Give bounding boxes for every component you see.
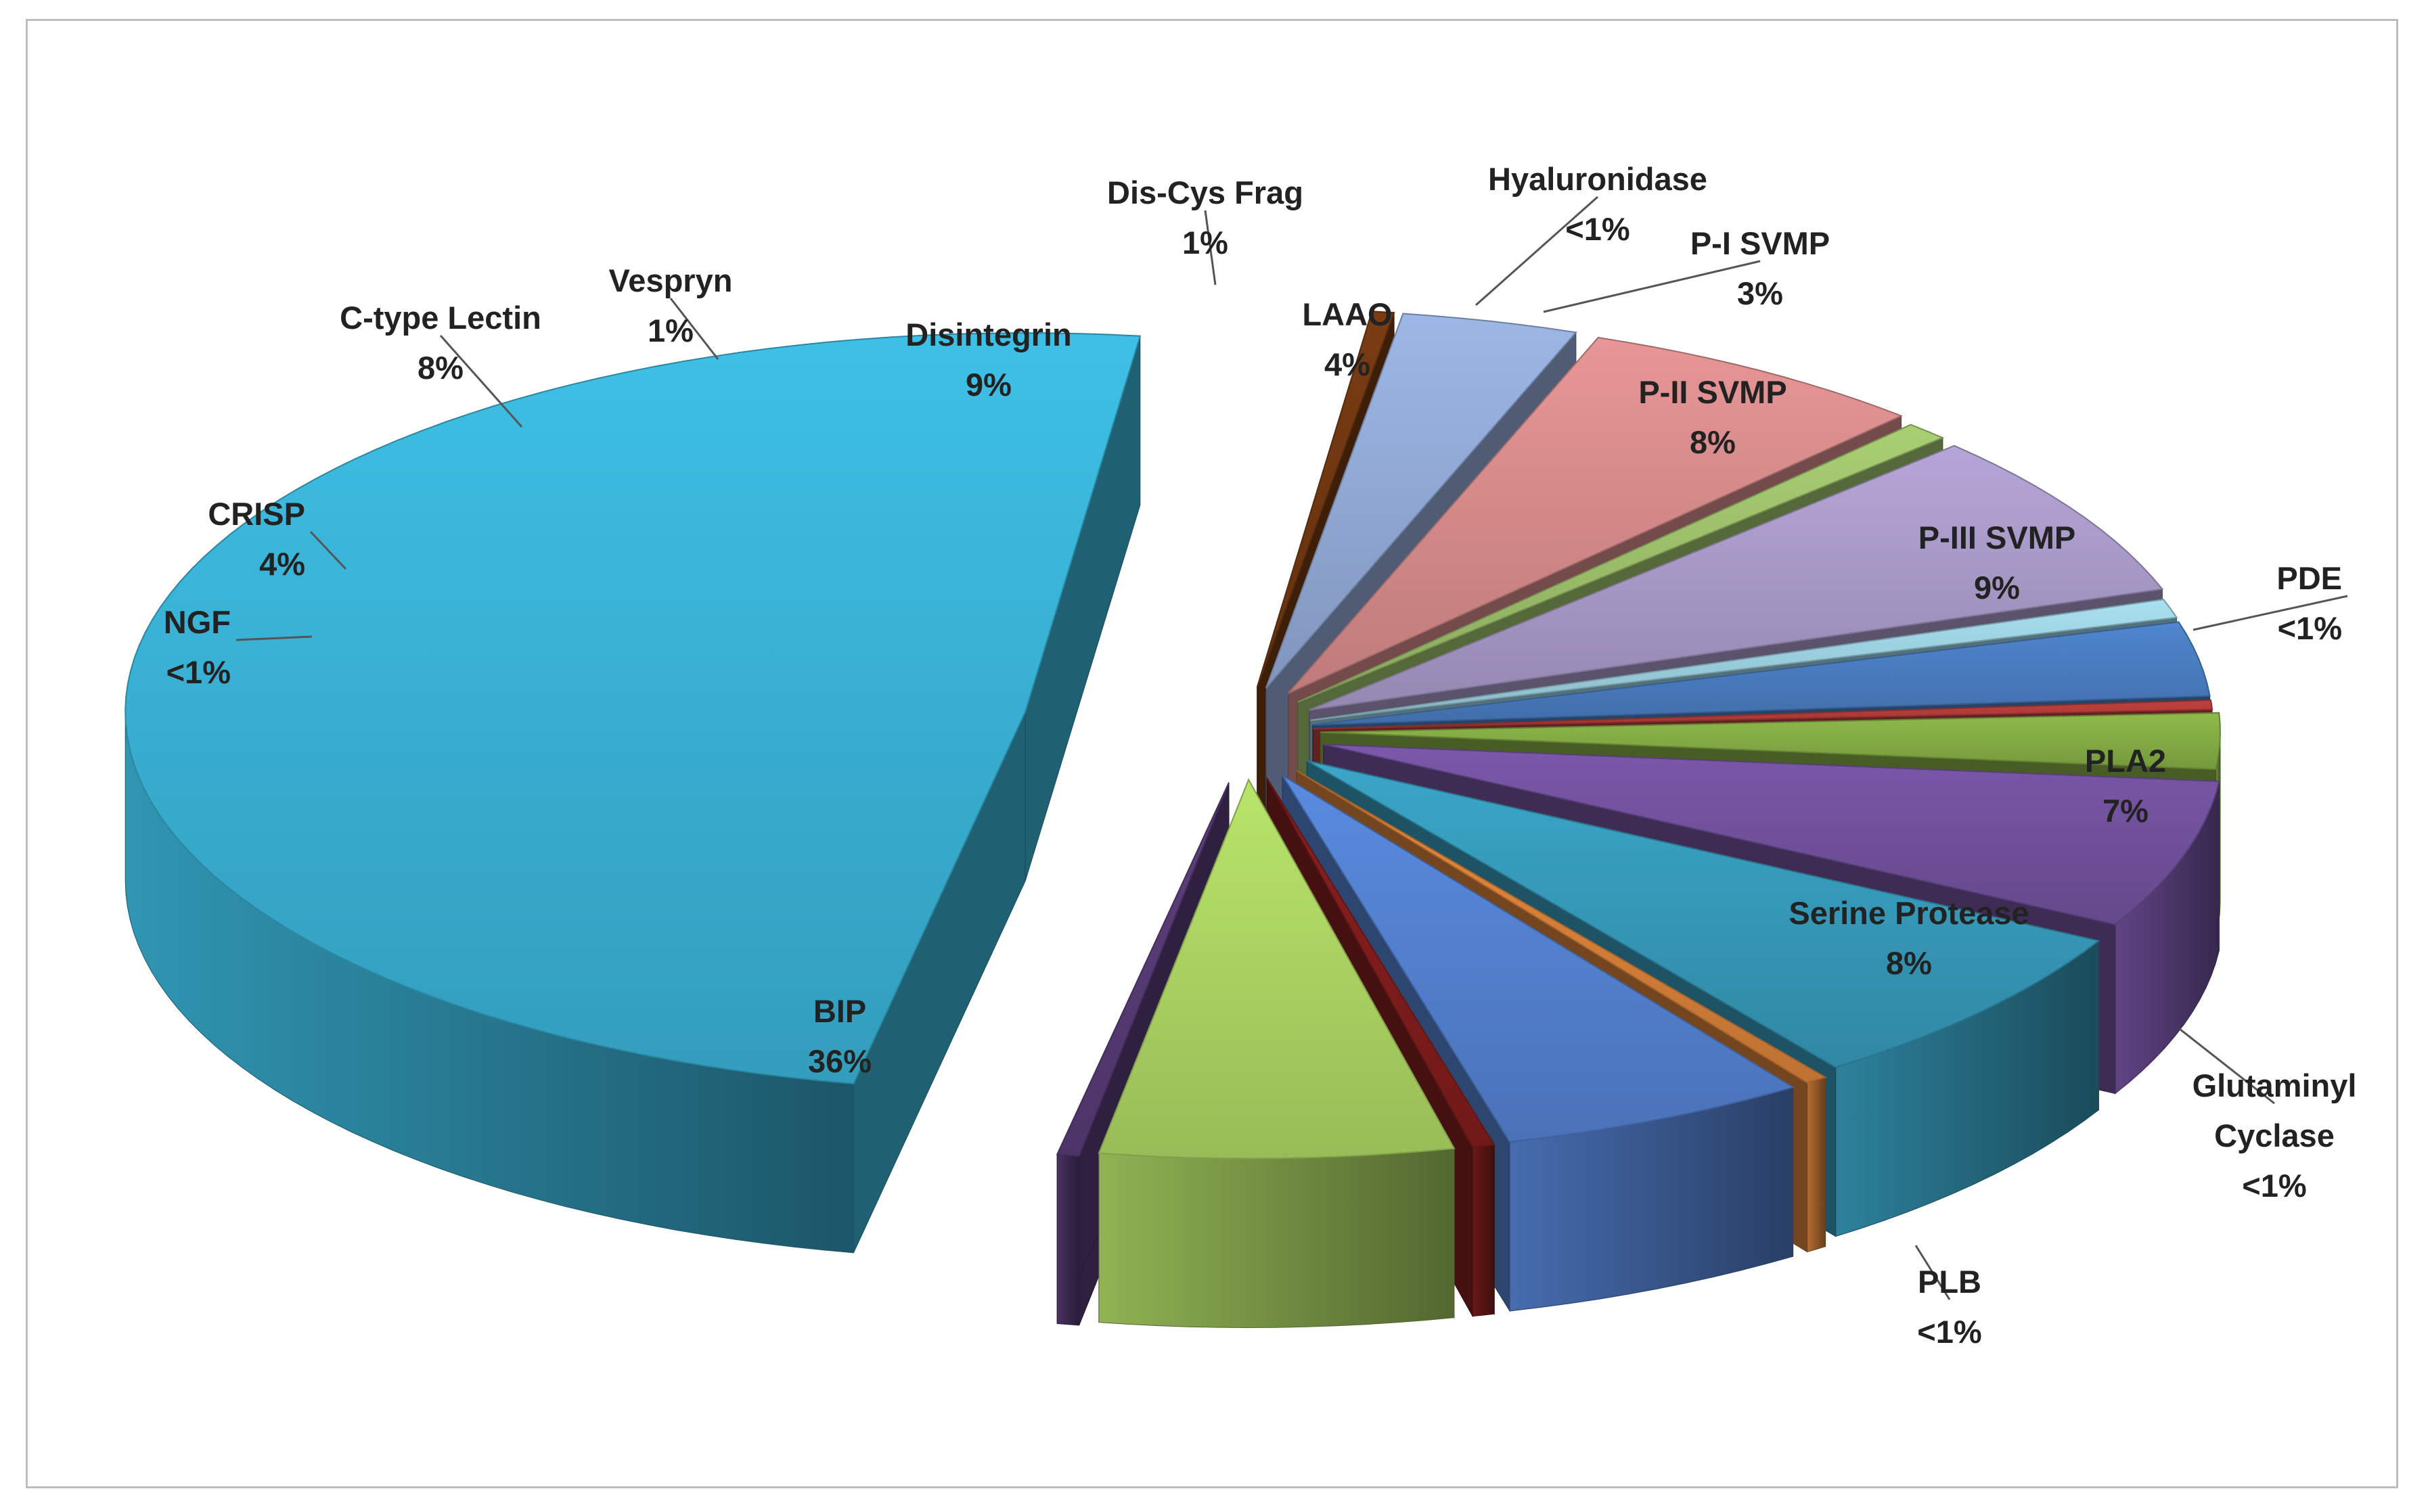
slice-label-glutaminyl-cyclase: Cyclase (2214, 1118, 2335, 1153)
slice-value-crisp: 4% (259, 546, 305, 582)
slice-value-c-type-lectin: 8% (418, 350, 464, 386)
slice-label-hyaluronidase: Hyaluronidase (1488, 161, 1707, 197)
slice-value-p-iii-svmp: 9% (1974, 570, 2020, 605)
pie-chart: BIP 36% NGF <1% CRISP 4% C-type Lectin 8% Vespry… (125, 161, 2357, 1350)
leader-line-glutaminyl-cyclase (2179, 1028, 2275, 1105)
pie-slice-bip (125, 332, 1142, 1254)
slice-label-vespryn: Vespryn (609, 262, 733, 298)
slice-label-pde: PDE (2276, 560, 2342, 596)
slice-value-pde: <1% (2278, 610, 2342, 646)
leader-line-ngf (235, 635, 313, 641)
slice-label-c-type-lectin: C-type Lectin (340, 300, 541, 336)
slice-value-p-ii-svmp: 8% (1690, 424, 1736, 460)
slice-value-disintegrin: 9% (966, 367, 1012, 403)
slice-label-serine-protease: Serine Protease (1789, 895, 2029, 931)
leader-line-dis-cys-frag (1204, 210, 1217, 285)
leader-line-plb (1914, 1245, 1951, 1300)
slice-value-plb: <1% (1917, 1314, 1981, 1350)
slice-value-pla2: 7% (2103, 793, 2149, 829)
slice-label-laao: LAAO (1302, 296, 1392, 332)
slice-value-hyaluronidase: <1% (1565, 211, 1629, 247)
slice-label-pla2: PLA2 (2085, 743, 2166, 779)
slice-label-glutaminyl-cyclase: Glutaminyl (2193, 1068, 2357, 1103)
leader-line-c-type-lectin (439, 335, 523, 428)
slice-value-bip: 36% (808, 1043, 872, 1079)
chart-frame: BIP 36% NGF <1% CRISP 4% C-type Lectin 8% Vespry… (26, 19, 2398, 1488)
slice-label-p-i-svmp: P-I SVMP (1690, 225, 1830, 261)
leader-line-vespryn (669, 298, 719, 360)
slice-label-p-ii-svmp: P-II SVMP (1638, 374, 1786, 410)
slice-label-crisp: CRISP (208, 496, 305, 532)
leader-line-hyaluronidase (1475, 196, 1598, 306)
slice-value-serine-protease: 8% (1886, 945, 1932, 981)
slice-value-laao: 4% (1324, 346, 1370, 382)
leader-line-pde (2193, 595, 2348, 631)
slice-label-ngf: NGF (164, 604, 231, 640)
slice-label-dis-cys-frag: Dis-Cys Frag (1107, 175, 1303, 210)
slice-label-plb: PLB (1918, 1264, 1981, 1300)
slice-value-vespryn: 1% (648, 313, 694, 348)
slice-value-p-i-svmp: 3% (1737, 275, 1783, 311)
slice-label-p-iii-svmp: P-III SVMP (1918, 520, 2075, 555)
leader-line-crisp (309, 530, 347, 570)
pie-slice-serine-protease (1098, 778, 1456, 1329)
slice-value-ngf: <1% (166, 654, 231, 690)
leader-line-p-i-svmp (1543, 260, 1761, 313)
slice-label-disintegrin: Disintegrin (905, 317, 1071, 352)
slice-value-dis-cys-frag: 1% (1182, 225, 1228, 260)
slice-value-glutaminyl-cyclase: <1% (2242, 1168, 2306, 1204)
slice-label-bip: BIP (813, 993, 866, 1029)
